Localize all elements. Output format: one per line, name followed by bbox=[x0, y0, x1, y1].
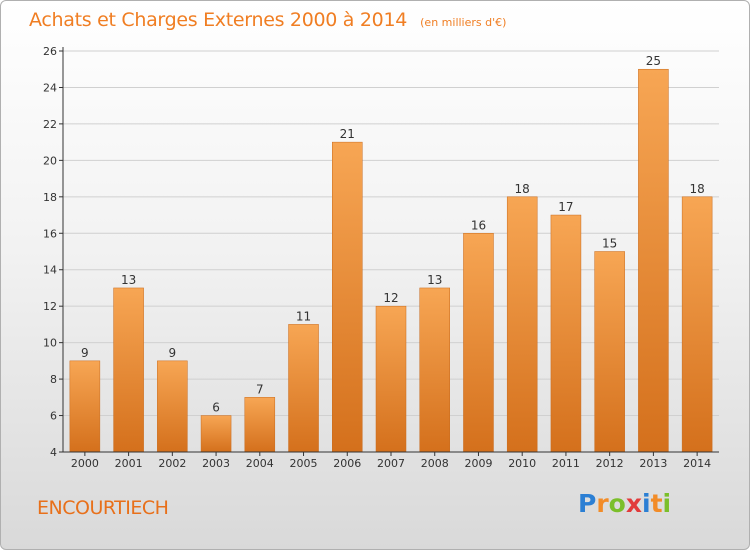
data-label: 9 bbox=[81, 346, 89, 360]
data-label: 18 bbox=[689, 182, 704, 196]
bar bbox=[113, 287, 144, 453]
logo-letter: t bbox=[650, 489, 663, 518]
x-tick-label: 2010 bbox=[508, 457, 536, 470]
logo-letter: x bbox=[625, 489, 642, 518]
bar bbox=[463, 233, 494, 453]
bar bbox=[550, 214, 582, 453]
x-tick-label: 2007 bbox=[377, 457, 405, 470]
y-tick-label: 4 bbox=[50, 446, 57, 459]
data-label: 11 bbox=[296, 309, 311, 323]
bar bbox=[244, 397, 276, 453]
logo-letter: o bbox=[608, 489, 626, 518]
y-tick-label: 20 bbox=[43, 154, 57, 167]
data-label: 9 bbox=[169, 346, 177, 360]
logo-letter: P bbox=[578, 489, 597, 518]
bar bbox=[200, 415, 232, 453]
bar bbox=[69, 360, 101, 453]
logo-letter: r bbox=[596, 489, 609, 518]
y-tick-label: 22 bbox=[43, 118, 57, 131]
x-tick-label: 2003 bbox=[202, 457, 230, 470]
bar bbox=[506, 196, 538, 453]
y-tick-label: 16 bbox=[43, 227, 57, 240]
data-label: 16 bbox=[471, 218, 486, 232]
y-tick-label: 6 bbox=[50, 410, 57, 423]
y-tick-label: 8 bbox=[50, 373, 57, 386]
x-tick-label: 2012 bbox=[596, 457, 624, 470]
x-tick-label: 2013 bbox=[639, 457, 667, 470]
bar bbox=[638, 68, 669, 453]
data-label: 12 bbox=[383, 291, 398, 305]
x-tick-label: 2002 bbox=[158, 457, 186, 470]
x-tick-label: 2006 bbox=[333, 457, 361, 470]
chart-title-text: Achats et Charges Externes 2000 à 2014 bbox=[29, 9, 408, 31]
data-label: 13 bbox=[121, 273, 136, 287]
y-tick-label: 12 bbox=[43, 300, 57, 313]
y-tick-label: 10 bbox=[43, 337, 57, 350]
chart-title: Achats et Charges Externes 2000 à 2014 (… bbox=[29, 9, 506, 31]
data-label: 18 bbox=[515, 182, 530, 196]
x-tick-label: 2008 bbox=[421, 457, 449, 470]
x-tick-label: 2005 bbox=[290, 457, 318, 470]
logo-letter: i bbox=[642, 489, 651, 518]
bar bbox=[419, 287, 450, 453]
y-tick-label: 14 bbox=[43, 264, 57, 277]
logo-letter: i bbox=[662, 489, 672, 518]
y-tick-label: 18 bbox=[43, 191, 57, 204]
data-label: 17 bbox=[558, 200, 573, 214]
data-label: 25 bbox=[646, 54, 661, 68]
x-tick-label: 2001 bbox=[115, 457, 143, 470]
chart-unit: (en milliers d'€) bbox=[420, 16, 507, 29]
y-tick-label: 24 bbox=[43, 81, 57, 94]
x-tick-label: 2009 bbox=[464, 457, 492, 470]
bar bbox=[157, 360, 188, 453]
data-label: 6 bbox=[212, 401, 220, 415]
data-label: 15 bbox=[602, 237, 617, 251]
x-tick-label: 2000 bbox=[71, 457, 99, 470]
proxiti-logo: Proxiti bbox=[578, 489, 671, 518]
y-tick-label: 26 bbox=[43, 45, 57, 58]
commune-name: ENCOURTIECH bbox=[37, 497, 169, 519]
data-label: 21 bbox=[340, 127, 355, 141]
x-tick-label: 2014 bbox=[683, 457, 711, 470]
bar bbox=[681, 196, 713, 453]
x-tick-label: 2011 bbox=[552, 457, 580, 470]
bar bbox=[288, 324, 319, 453]
data-label: 13 bbox=[427, 273, 442, 287]
x-tick-label: 2004 bbox=[246, 457, 274, 470]
bar bbox=[332, 141, 363, 453]
bar bbox=[375, 305, 407, 453]
data-label: 7 bbox=[256, 382, 264, 396]
bar bbox=[594, 251, 625, 453]
